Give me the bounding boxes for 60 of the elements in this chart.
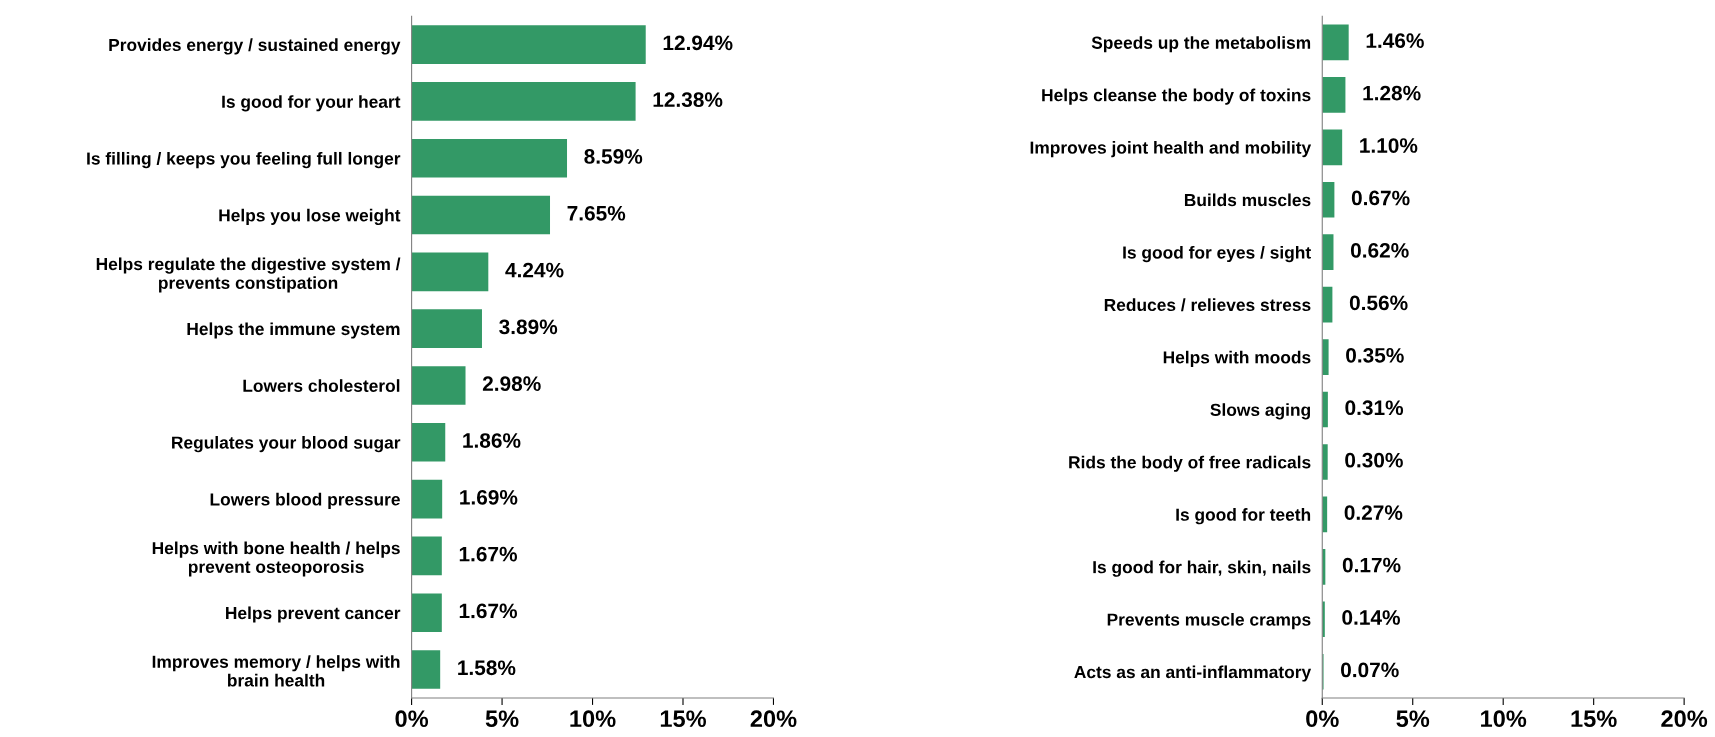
y-tick-label: Slows aging [1210,403,1310,420]
data-label: 0.30% [1345,452,1403,468]
data-label: 0.17% [1342,557,1401,573]
y-tick-label: Helps cleanse the body of toxins [1042,88,1311,105]
y-tick-label: Is good for hair, skin, nails [1093,560,1311,577]
data-label: 1.10% [1360,138,1418,153]
y-tick-label: Acts as an anti-inflammatory [1074,665,1312,682]
data-label: 1.28% [1363,85,1421,101]
data-label: 1.86% [463,433,521,448]
x-tick-label: 0% [1306,710,1339,728]
y-tick-label: Helps regulate the digestive system / prevents constipation [96,257,401,293]
x-tick-label: 10% [570,710,616,728]
data-label: 0.35% [1346,347,1404,363]
data-label: 4.24% [505,262,564,278]
data-label: 3.89% [499,319,558,335]
x-tick-label: 15% [1571,710,1617,728]
data-label: 0.67% [1351,190,1410,206]
data-label: 7.65% [567,205,626,221]
data-label: 1.69% [460,489,518,505]
x-tick-label: 10% [1481,710,1527,728]
y-tick-label: Prevents muscle cramps [1107,612,1311,630]
x-tick-label: 20% [1661,710,1708,728]
y-tick-label: Helps with moods [1163,350,1311,367]
y-tick-label: Speeds up the metabolism [1091,36,1311,53]
x-tick-label: 5% [485,710,519,728]
y-tick-label: Builds muscles [1184,193,1311,207]
x-tick-label: 15% [660,710,707,728]
y-tick-label: Helps the immune system [187,322,400,339]
y-tick-label: Is good for eyes / sight [1123,245,1311,263]
y-tick-label: Improves joint health and mobility [1030,141,1312,158]
data-label: 1.58% [458,660,516,676]
data-label: 0.07% [1341,662,1399,678]
data-label: 0.56% [1349,295,1408,311]
y-tick-label: Provides energy / sustained energy [109,38,401,55]
x-tick-label: 20% [750,710,797,728]
data-label: 12.94% [663,35,733,51]
data-label: 0.31% [1345,400,1404,416]
x-tick-label: 0% [395,710,429,728]
data-label: 0.14% [1342,610,1400,625]
data-label: 2.98% [482,376,541,392]
data-label: 1.67% [459,603,518,619]
data-label: 8.59% [584,149,643,164]
x-tick-label: 5% [1396,710,1430,728]
data-label: 0.62% [1350,243,1409,258]
y-tick-label: Is good for teeth [1176,508,1311,525]
y-tick-label: Reduces / relieves stress [1104,298,1311,312]
y-tick-label: Helps you lose weight [219,208,401,226]
y-tick-label: Lowers cholesterol [243,379,400,392]
y-tick-label: Is filling / keeps you feeling full longer [87,151,401,169]
y-tick-label: Helps prevent cancer [226,606,401,623]
y-tick-label: Helps with bone health / helps prevent osteoporosis [152,541,400,577]
y-tick-label: Rids the body of free radicals [1069,455,1311,472]
data-label: 1.46% [1366,33,1424,49]
data-label: 1.67% [459,546,518,562]
data-label: 12.38% [653,92,723,108]
data-label: 0.27% [1344,505,1403,520]
y-tick-label: Improves memory / helps with brain health [152,655,400,687]
y-tick-label: Lowers blood pressure [210,492,400,509]
y-tick-label: Is good for your heart [222,95,401,112]
y-tick-label: Regulates your blood sugar [172,436,401,453]
